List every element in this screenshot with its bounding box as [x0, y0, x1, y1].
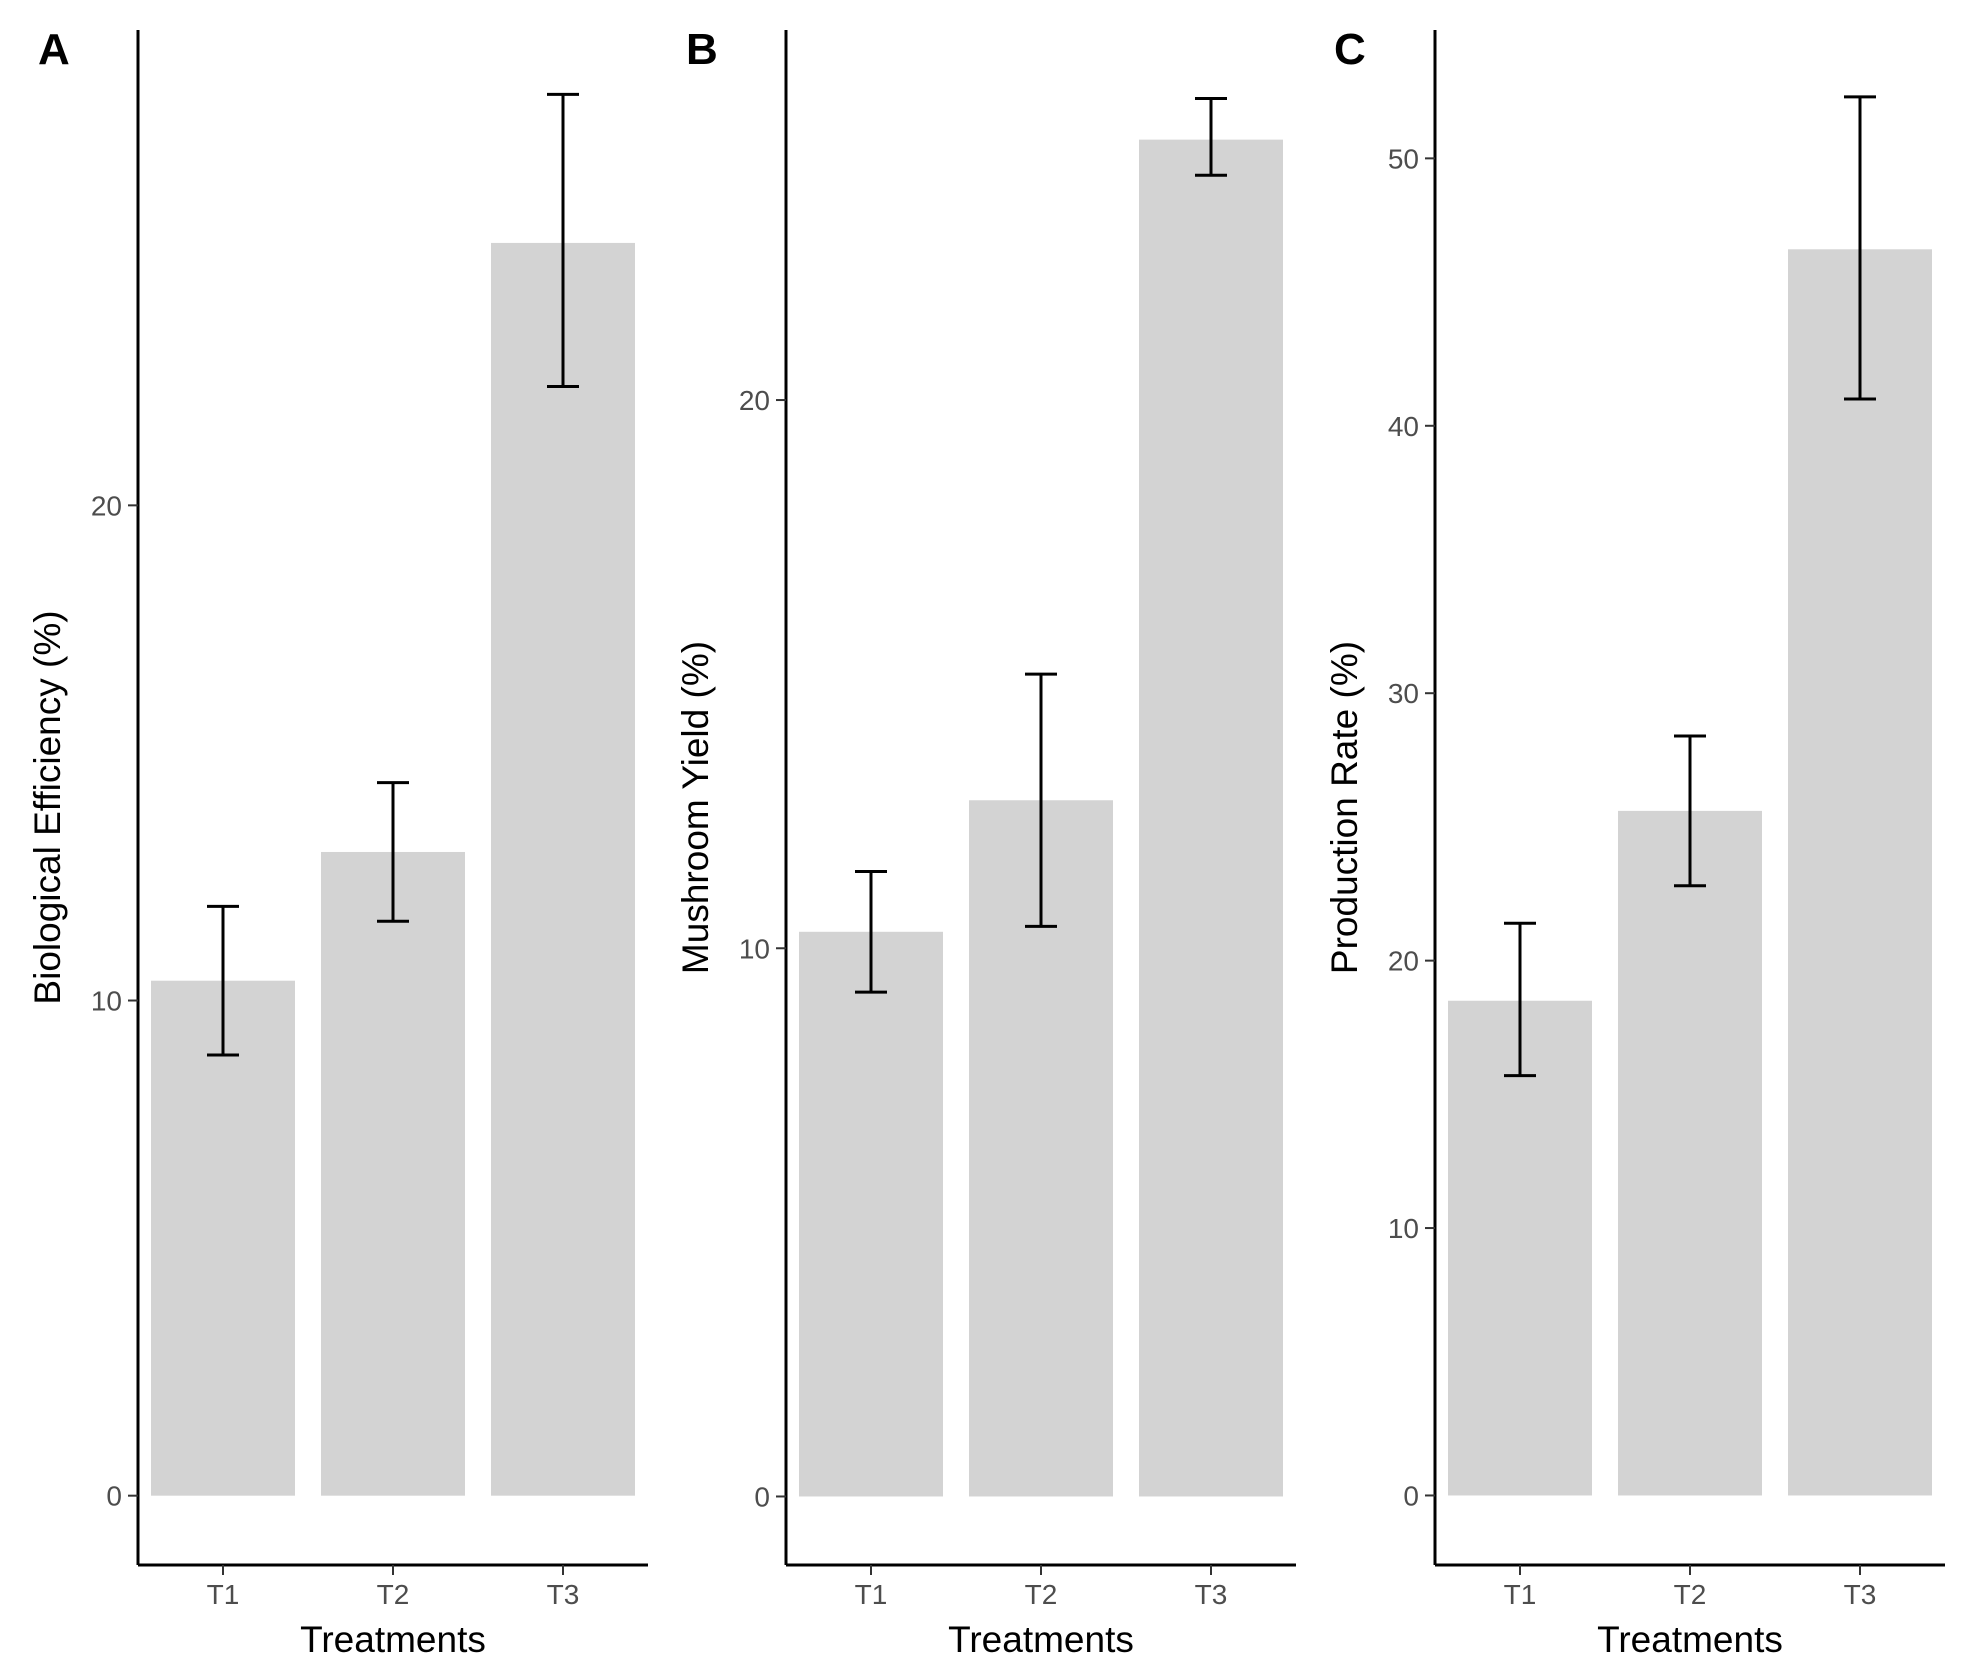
bar-t1	[799, 931, 943, 1497]
panel-b: 0 10 20 T1 T2 T3 Treatments Mushroom Yield (%) B	[675, 25, 1296, 1660]
y-tick-label: 50	[1388, 143, 1419, 174]
x-axis-title: Treatments	[948, 1619, 1134, 1660]
panel-label: A	[38, 25, 70, 74]
y-tick-label: 30	[1388, 678, 1419, 709]
y-axis-title: Biological Efficiency (%)	[27, 610, 68, 1004]
y-tick-label: 10	[91, 986, 122, 1017]
y-tick-label: 40	[1388, 411, 1419, 442]
x-tick-label-t1: T1	[1504, 1579, 1537, 1610]
y-tick-label: 0	[1403, 1480, 1419, 1511]
y-tick-label: 20	[1388, 946, 1419, 977]
bar-t1	[1448, 1000, 1592, 1496]
x-axis-title: Treatments	[1597, 1619, 1783, 1660]
x-tick-label-t2: T2	[377, 1579, 410, 1610]
bar-t3	[1788, 249, 1932, 1496]
x-axis-title: Treatments	[300, 1619, 486, 1660]
x-tick-label-t2: T2	[1025, 1579, 1058, 1610]
panel-a: 0 10 20 T1 T2 T3 Treatments Biological Efficien…	[27, 25, 648, 1660]
y-tick-label: 20	[739, 385, 770, 416]
bar-t1	[151, 980, 295, 1496]
x-tick-label-t3: T3	[547, 1579, 580, 1610]
x-tick-label-t3: T3	[1195, 1579, 1228, 1610]
y-tick-label: 20	[91, 490, 122, 521]
x-tick-label-t3: T3	[1844, 1579, 1877, 1610]
y-tick-label: 0	[754, 1481, 770, 1512]
bar-t2	[1618, 810, 1762, 1496]
bar-t3	[1139, 139, 1283, 1497]
y-axis-title: Production Rate (%)	[1324, 641, 1365, 974]
panel-c: 0 10 20 30 40 50 T1 T2 T3 Treatments Production Ra…	[1324, 25, 1945, 1660]
bar-t2	[321, 851, 465, 1496]
x-tick-label-t2: T2	[1674, 1579, 1707, 1610]
y-tick-label: 0	[106, 1481, 122, 1512]
panel-label: C	[1334, 25, 1366, 74]
y-axis-title: Mushroom Yield (%)	[675, 641, 716, 974]
y-tick-label: 10	[739, 933, 770, 964]
x-tick-label-t1: T1	[855, 1579, 888, 1610]
x-tick-label-t1: T1	[207, 1579, 240, 1610]
y-tick-label: 10	[1388, 1213, 1419, 1244]
bar-t3	[491, 242, 635, 1496]
panel-label: B	[686, 25, 718, 74]
